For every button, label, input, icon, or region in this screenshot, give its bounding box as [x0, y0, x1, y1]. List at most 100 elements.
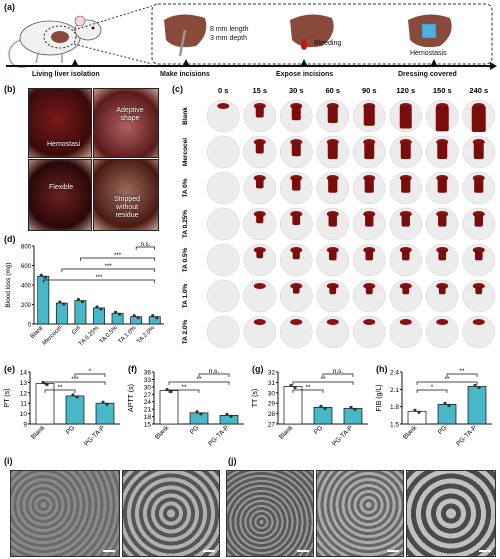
data-point [132, 314, 136, 318]
blood-stain [292, 250, 300, 260]
blood-stain [438, 214, 447, 227]
liver-sample [399, 319, 412, 325]
group-label: TA 1.0% [182, 283, 189, 308]
filter-paper [243, 279, 276, 313]
group-label: TA 0% [182, 178, 189, 197]
x-tick-label: PG [313, 424, 325, 436]
data-point [319, 404, 323, 408]
y-tick-label: 28 [268, 411, 276, 418]
blood-stain [401, 178, 411, 193]
filter-paper [207, 207, 240, 241]
blood-stain [399, 106, 412, 129]
group-label: TA 0.5% [182, 247, 189, 272]
significance-label: ** [444, 376, 450, 383]
liver-incision-illustration [164, 14, 207, 57]
y-tick-label: 24 [144, 399, 152, 406]
panel-label-h: (h) [376, 364, 388, 374]
filter-paper [316, 279, 349, 313]
data-point [75, 395, 79, 399]
panel-c-bleeding-grid: 0 s 15 s 30 s 60 s 90 s 120 s 150 s 240 s Blank M… [182, 86, 495, 349]
significance-bracket [135, 246, 156, 250]
data-point [289, 383, 293, 388]
data-point [45, 382, 49, 387]
blood-stain [365, 286, 373, 295]
time-header: 0 s [218, 86, 228, 95]
blood-stain [328, 250, 337, 261]
significance-bracket [44, 381, 106, 385]
data-point [71, 393, 75, 397]
data-point [117, 312, 122, 316]
bar [55, 302, 68, 325]
bar [343, 408, 363, 425]
data-point [80, 300, 85, 304]
incision-size-label: 8 mm length 3 mm depth [210, 25, 249, 43]
significance-label: ** [320, 376, 326, 383]
scale-bar [203, 550, 215, 552]
significance-label: * [89, 368, 92, 375]
bar [283, 386, 303, 425]
filter-paper [389, 279, 422, 313]
bar [407, 410, 427, 425]
procedure-box [151, 3, 493, 65]
blood-stain [328, 178, 338, 193]
significance-bracket [168, 389, 200, 393]
significance-bracket [292, 389, 324, 393]
liver-sample [436, 319, 449, 325]
mouse-illustration [8, 15, 102, 68]
y-tick-label: 10 [20, 411, 28, 418]
filter-paper [207, 315, 240, 349]
liver-hemostasis-illustration [408, 14, 452, 48]
significance-bracket [416, 381, 478, 385]
y-tick-label: 200 [21, 303, 32, 309]
data-point [165, 387, 169, 392]
panel-label-a: (a) [4, 2, 15, 12]
significance-label: n.s. [209, 368, 220, 375]
caption-stripped: Stripped without residue [113, 196, 141, 219]
y-tick-label: 27 [144, 392, 152, 399]
y-axis-label: Blood loss (mg) [5, 262, 12, 307]
sem-image-i-2 [122, 470, 220, 557]
significance-bracket [42, 279, 156, 283]
significance-label: ** [305, 384, 311, 391]
filter-paper [280, 243, 313, 277]
bar [111, 312, 124, 325]
x-tick-label: Blank [30, 424, 47, 441]
data-point [41, 380, 45, 385]
y-tick-label: 30 [144, 384, 152, 391]
y-tick-label: 13 [20, 380, 28, 387]
blood-stain [438, 286, 446, 295]
data-point [229, 414, 233, 418]
blood-stain [471, 106, 486, 132]
scale-bar [479, 550, 491, 552]
blood-stain [474, 214, 483, 227]
blood-stain [474, 178, 484, 193]
significance-label: ** [57, 384, 63, 391]
incision-depth: 3 mm depth [210, 35, 247, 42]
significance-label: ** [196, 376, 202, 383]
data-point [95, 305, 99, 309]
filter-paper [207, 279, 240, 313]
filter-paper [280, 315, 313, 349]
y-tick-label: 9 [23, 422, 27, 429]
blood-stain [475, 286, 483, 295]
blood-stain [256, 214, 264, 224]
step-expose-incisions: Expose incisions [276, 71, 334, 78]
liver-bleeding-illustration [290, 14, 334, 50]
y-axis-label: TT (s) [252, 389, 259, 408]
scale-bar [103, 550, 115, 552]
sem-image-i-1 [10, 470, 120, 557]
photo-adaptive-shape: Adeptive shape [93, 88, 159, 158]
x-tick-label: Mercocel [42, 325, 63, 346]
x-tick-label: TA 0.25% [78, 325, 101, 348]
blood-stain [438, 250, 447, 261]
data-point [443, 401, 447, 405]
y-tick-label: 31 [268, 380, 276, 387]
filter-paper [353, 315, 386, 349]
blood-stain [255, 178, 264, 189]
x-tick-label: TA 0.5% [99, 325, 119, 345]
liver-sample [217, 103, 230, 109]
panel-g-chart: 27 28 29 30 31 32 TT (s) Blank PG PG-TA-P ** ** n.s. [252, 368, 368, 448]
panel-label-b: (b) [4, 84, 16, 94]
